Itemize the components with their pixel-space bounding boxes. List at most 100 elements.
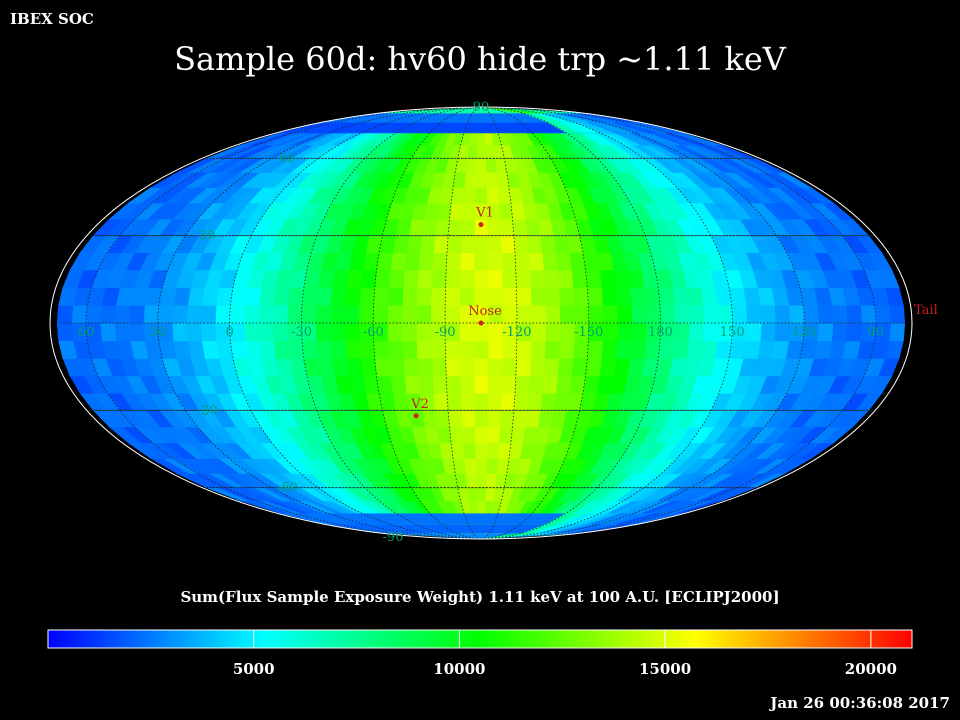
heatmap-cell: [200, 322, 217, 342]
heatmap-cell: [373, 340, 390, 359]
longitude-label: 30: [150, 325, 167, 340]
heatmap-cell: [630, 322, 647, 342]
heatmap-cell: [186, 322, 203, 342]
heatmap-cell: [434, 218, 450, 236]
heatmap-cell: [502, 304, 518, 324]
heatmap-cell: [186, 304, 203, 324]
heatmap-cell: [387, 287, 404, 306]
marker-label: V1: [475, 206, 494, 221]
heatmap-cell: [257, 322, 274, 342]
heatmap-cell: [431, 375, 448, 394]
heatmap-cell: [243, 322, 260, 342]
longitude-line: [300, 107, 482, 539]
heatmap-cell: [702, 304, 719, 324]
heatmap-cell: [616, 304, 633, 324]
heatmap-cell: [416, 287, 432, 306]
heatmap-cell: [229, 304, 246, 324]
heatmap-cell: [484, 144, 496, 159]
heatmap-cell: [643, 340, 661, 359]
longitude-label: -120: [502, 325, 531, 340]
heatmap-cell: [315, 304, 332, 324]
longitude-label: 150: [720, 325, 745, 340]
heatmap-cell: [358, 304, 374, 324]
heatmap-cell: [445, 358, 461, 377]
heatmap-cell: [99, 322, 117, 342]
heatmap-cell: [601, 287, 618, 306]
heatmap-cell: [459, 252, 475, 271]
heatmap-cell: [416, 304, 432, 324]
heatmap-cell: [716, 304, 733, 324]
heatmap-cell: [459, 269, 475, 288]
heatmap-cell: [510, 426, 526, 444]
longitude-line: [229, 107, 482, 539]
heatmap-cell: [543, 358, 560, 377]
heatmap-cell: [860, 304, 877, 324]
heatmap-cell: [475, 458, 487, 474]
heatmap-cell: [588, 304, 604, 324]
heatmap-cell: [387, 304, 403, 324]
heatmap-cell: [645, 304, 661, 324]
heatmap-cell: [373, 287, 390, 306]
heatmap-cell: [487, 269, 503, 288]
heatmap-cell: [615, 287, 632, 306]
heatmap-cell: [419, 235, 436, 253]
heatmap-cell: [459, 375, 475, 394]
heatmap-cell: [499, 218, 515, 236]
heatmap-cell: [545, 322, 561, 342]
heatmap-cell: [459, 358, 475, 377]
colorbar: [47, 629, 913, 649]
heatmap-cell: [586, 287, 604, 306]
heatmap-cell: [700, 340, 718, 359]
longitude-label: -30: [291, 325, 312, 340]
heatmap-cell: [486, 426, 501, 444]
heatmap-cell: [508, 187, 524, 204]
heatmap-cell: [555, 252, 572, 271]
marker-label: Nose: [468, 304, 502, 319]
heatmap-cell: [484, 487, 496, 502]
heatmap-cell: [430, 304, 446, 324]
heatmap-cell: [434, 409, 450, 428]
heatmap-cell: [346, 358, 363, 377]
heatmap-cell: [128, 304, 145, 324]
heatmap-cell: [459, 287, 475, 306]
heatmap-cell: [71, 304, 88, 324]
longitude-label: 180: [648, 325, 673, 340]
heatmap-cell: [559, 304, 575, 324]
heatmap-cell: [390, 252, 407, 271]
colorbar-tick-label: 10000: [433, 660, 485, 678]
heatmap-cell: [360, 269, 377, 288]
heatmap-cell: [214, 304, 231, 324]
heatmap-cell: [476, 144, 486, 159]
latitude-label: -90: [383, 530, 404, 545]
heatmap-cell: [330, 340, 347, 359]
heatmap-cell: [601, 340, 618, 359]
heatmap-cell: [500, 392, 516, 411]
heatmap-cell: [555, 375, 572, 394]
heatmap-cell: [474, 426, 488, 444]
longitude-line: [480, 107, 877, 539]
heatmap-cell: [602, 304, 618, 324]
heatmap-cell: [514, 252, 531, 271]
heatmap-cell: [388, 269, 405, 288]
heatmap-cell: [802, 304, 819, 324]
heatmap-cell: [599, 269, 616, 288]
heatmap-cell: [459, 340, 475, 359]
heatmap-cell: [557, 358, 574, 377]
marker-label: Tail: [914, 303, 938, 318]
heatmap-cell: [244, 287, 262, 306]
heatmap-cell: [374, 358, 391, 377]
heatmap-cell: [654, 269, 673, 288]
heatmap-cell: [388, 358, 405, 377]
heatmap-cell: [524, 218, 541, 236]
heatmap-cell: [445, 252, 461, 271]
heatmap-cell: [56, 304, 74, 324]
heatmap-cell: [485, 158, 497, 173]
heatmap-cell: [444, 287, 461, 306]
colorbar-tick-label: 15000: [639, 660, 691, 678]
longitude-line: [157, 107, 482, 539]
heatmap-cell: [487, 287, 503, 306]
heatmap-cell: [599, 358, 616, 377]
heatmap-cell: [498, 426, 513, 444]
heatmap-cell: [528, 375, 545, 394]
heatmap-cell: [450, 442, 465, 459]
